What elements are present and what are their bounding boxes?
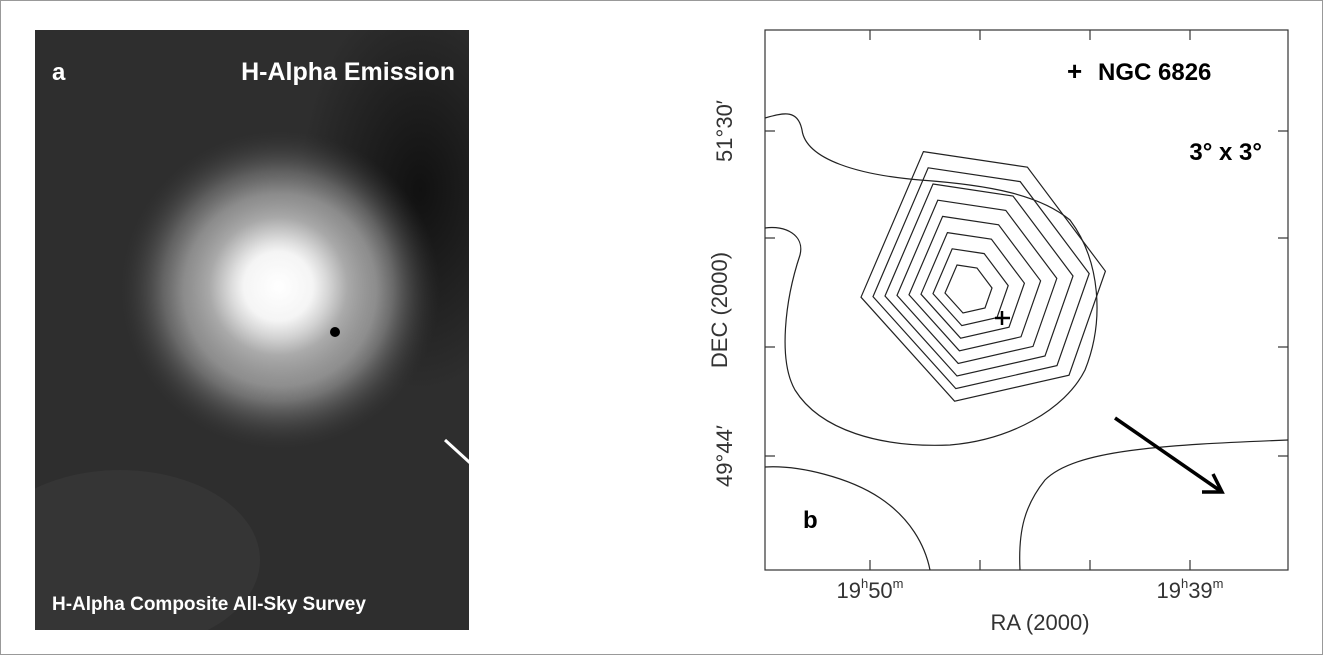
tick-part: m bbox=[1213, 576, 1224, 591]
field-size: 3° x 3° bbox=[1189, 139, 1262, 166]
panel-label: a bbox=[52, 59, 66, 86]
y-tick-label: 49°44′ bbox=[712, 425, 737, 487]
tick-part: 39 bbox=[1188, 578, 1212, 603]
x-axis-label: RA (2000) bbox=[990, 610, 1089, 635]
panel-label: b bbox=[803, 507, 818, 534]
tick-part: h bbox=[1181, 576, 1188, 591]
tick-part: 19 bbox=[1156, 578, 1180, 603]
plot-box bbox=[765, 30, 1288, 570]
halpha-image bbox=[0, 0, 540, 650]
tick-part: h bbox=[861, 576, 868, 591]
tick-part: 50 bbox=[868, 578, 892, 603]
caption: H-Alpha Composite All-Sky Survey bbox=[52, 594, 366, 615]
panel-title: H-Alpha Emission bbox=[241, 58, 455, 86]
y-axis-label: DEC (2000) bbox=[707, 252, 732, 368]
source-dot bbox=[330, 327, 340, 337]
legend-name: NGC 6826 bbox=[1098, 59, 1211, 86]
legend-marker: + bbox=[1067, 56, 1082, 86]
tick-part: m bbox=[893, 576, 904, 591]
figure: a H-Alpha Emission H-Alpha Composite All… bbox=[0, 0, 1323, 655]
y-tick-label: 51°30′ bbox=[712, 100, 737, 162]
page: {"panel_a": {"label": "a", "title": "H-A… bbox=[0, 0, 1323, 655]
tick-part: 19 bbox=[836, 578, 860, 603]
